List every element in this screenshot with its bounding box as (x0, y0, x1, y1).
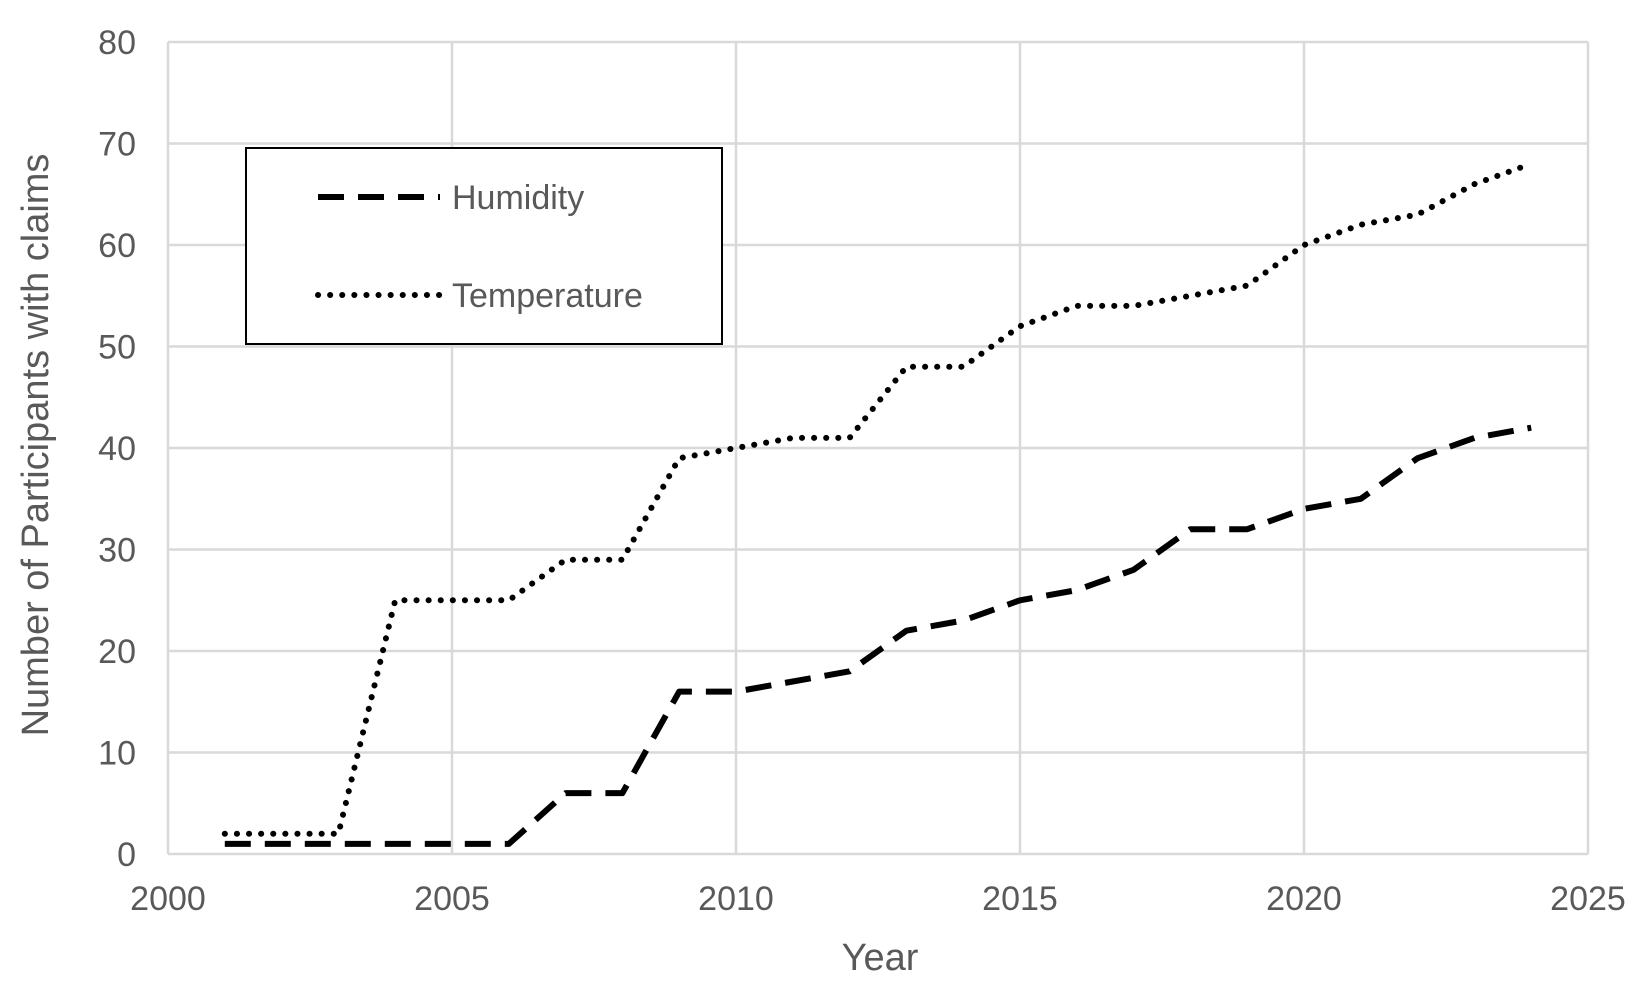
series-lines (221, 160, 1535, 847)
x-tick-label: 2015 (982, 880, 1058, 918)
legend-label-temperature: Temperature (452, 277, 643, 315)
legend: Humidity Temperature (245, 147, 723, 345)
y-tick-label: 50 (98, 329, 136, 367)
y-tick-label: 30 (98, 532, 136, 570)
y-axis-title: Number of Participants with claims (15, 154, 57, 737)
x-tick-label: 2025 (1550, 880, 1626, 918)
y-tick-label: 60 (98, 227, 136, 265)
x-tick-label: 2000 (130, 880, 206, 918)
y-tick-label: 80 (98, 24, 136, 62)
y-tick-label: 40 (98, 430, 136, 468)
x-axis-title: Year (842, 937, 919, 979)
series-line-humidity (224, 424, 1532, 847)
x-tick-label: 2005 (414, 880, 490, 918)
y-axis-tick-labels: 0 10 20 30 40 50 60 70 80 (98, 24, 136, 874)
y-tick-label: 70 (98, 126, 136, 164)
y-tick-label: 10 (98, 735, 136, 773)
legend-label-humidity: Humidity (452, 179, 584, 217)
series-line-temperature (221, 160, 1535, 837)
x-axis-tick-labels: 2000 2005 2010 2015 2020 2025 (130, 880, 1626, 918)
legend-box (245, 147, 723, 345)
x-tick-label: 2020 (1266, 880, 1342, 918)
y-tick-label: 20 (98, 633, 136, 671)
y-tick-label: 0 (117, 836, 136, 874)
x-tick-label: 2010 (698, 880, 774, 918)
